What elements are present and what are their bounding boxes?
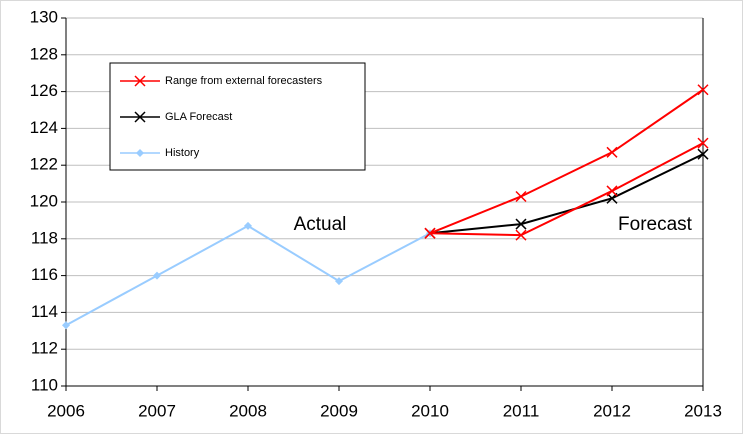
point bbox=[335, 277, 343, 286]
y-tick-label: 114 bbox=[31, 302, 58, 321]
point bbox=[515, 190, 527, 203]
y-tick-label: 124 bbox=[30, 118, 58, 137]
series-line bbox=[429, 153, 704, 235]
legend-label: GLA Forecast bbox=[165, 111, 232, 123]
point bbox=[134, 75, 146, 87]
point bbox=[62, 321, 70, 330]
x-tick-label: 2006 bbox=[47, 401, 85, 420]
point bbox=[606, 185, 618, 197]
x-tick-label: 2013 bbox=[684, 401, 722, 420]
y-tick-label: 116 bbox=[31, 265, 58, 284]
x-tick-label: 2011 bbox=[503, 401, 540, 420]
point bbox=[153, 271, 161, 280]
y-tick-label: 112 bbox=[31, 339, 58, 358]
x-tick-label: 2008 bbox=[229, 401, 267, 420]
y-tick-label: 126 bbox=[30, 81, 58, 100]
point bbox=[697, 148, 709, 160]
point bbox=[606, 146, 618, 158]
point bbox=[697, 84, 709, 96]
y-tick-label: 118 bbox=[31, 228, 58, 247]
x-tick-label: 2007 bbox=[138, 401, 176, 420]
y-tick-label: 122 bbox=[30, 155, 58, 174]
x-tick-label: 2012 bbox=[593, 401, 631, 420]
legend-label: Range from external forecasters bbox=[165, 75, 323, 87]
legend-label: History bbox=[165, 147, 200, 159]
annotation: Forecast bbox=[618, 214, 693, 235]
annotation: Actual bbox=[294, 214, 347, 235]
point bbox=[134, 111, 146, 123]
point bbox=[424, 227, 436, 239]
y-tick-label: 130 bbox=[30, 7, 58, 26]
y-tick-label: 120 bbox=[30, 191, 58, 210]
point bbox=[515, 229, 527, 241]
x-tick-label: 2010 bbox=[411, 401, 449, 420]
y-tick-label: 110 bbox=[31, 375, 58, 394]
point bbox=[136, 149, 144, 157]
series-line bbox=[429, 142, 704, 237]
x-tick-label: 2009 bbox=[320, 401, 358, 420]
series-line bbox=[429, 88, 704, 235]
point bbox=[515, 218, 527, 230]
point bbox=[244, 221, 252, 230]
y-tick-label: 128 bbox=[30, 44, 58, 63]
point bbox=[697, 137, 709, 149]
